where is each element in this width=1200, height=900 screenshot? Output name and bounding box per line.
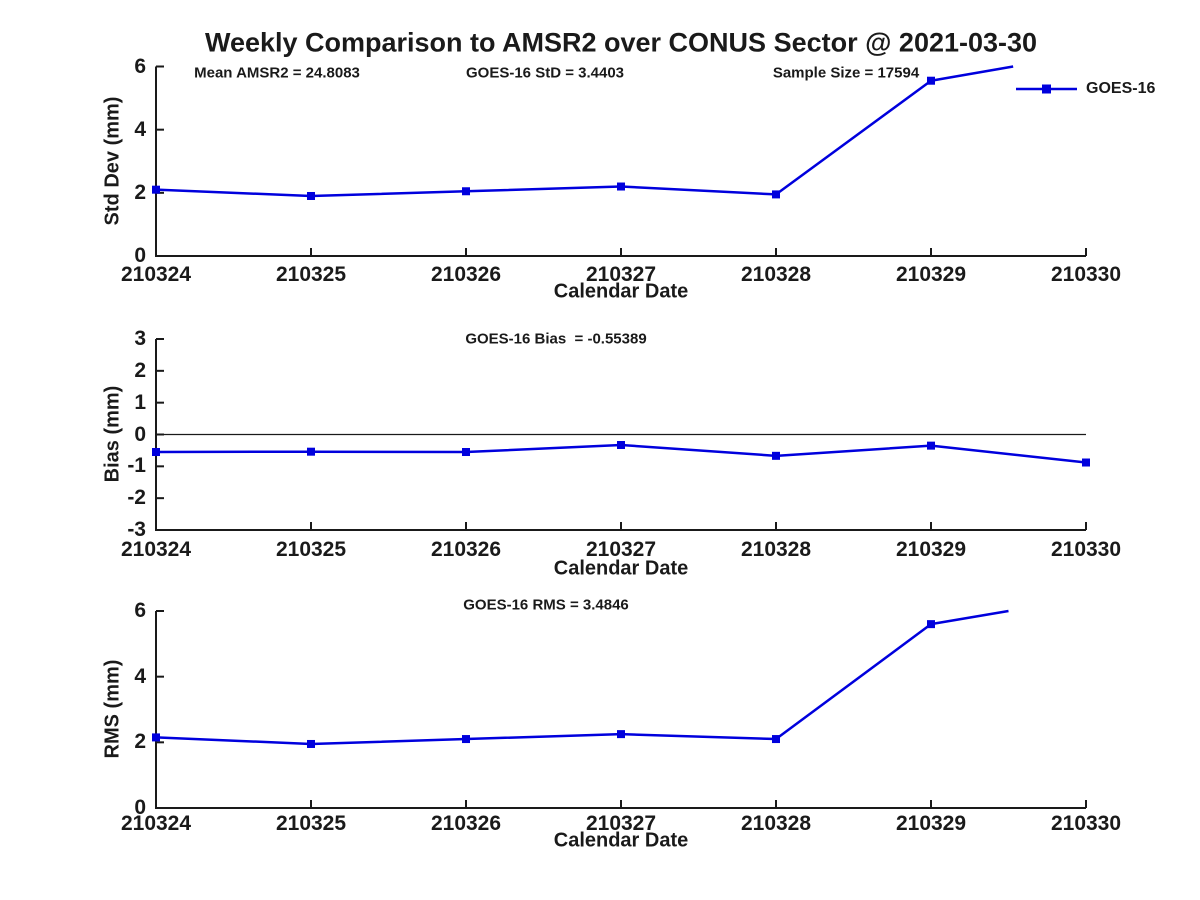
axis-spines-rms: [155, 611, 1086, 809]
legend-marker: [1042, 84, 1051, 94]
x-tick-label: 210324: [120, 262, 192, 286]
y-tick-label: 3: [134, 327, 146, 350]
data-marker: [152, 733, 160, 742]
x-tick-label: 210330: [1050, 812, 1122, 835]
x-tick-label: 210330: [1050, 538, 1122, 561]
annotation-rms: GOES-16 RMS = 3.4846: [463, 596, 629, 614]
x-tick-label: 210325: [275, 812, 347, 835]
data-marker: [617, 441, 625, 450]
axis-spines-std-dev: [155, 66, 1086, 257]
data-marker: [152, 448, 160, 457]
data-marker: [927, 441, 935, 450]
y-tick-label: -2: [127, 486, 146, 510]
x-tick-label: 210329: [895, 538, 967, 561]
x-tick-label: 210325: [275, 538, 347, 561]
data-marker: [617, 730, 625, 739]
x-tick-label: 210326: [430, 262, 502, 286]
x-tick-label: 210327: [585, 538, 657, 561]
y-tick-label: 4: [134, 664, 146, 688]
xlabel-calendar-date-1: Calendar Date: [553, 280, 689, 303]
data-marker: [772, 451, 780, 460]
x-tick-label: 210325: [275, 262, 347, 286]
y-tick-label: 0: [134, 796, 146, 819]
x-tick-label: 210327: [585, 812, 657, 835]
y-tick-label: 6: [134, 54, 146, 78]
y-tick-label: 0: [134, 244, 146, 267]
data-marker: [927, 620, 935, 629]
data-marker: [617, 182, 625, 191]
x-tick-label: 210328: [740, 812, 812, 835]
data-marker: [462, 187, 470, 196]
x-tick-label: 210324: [120, 812, 192, 835]
x-tick-label: 210329: [895, 262, 967, 286]
xlabel-calendar-date-3: Calendar Date: [553, 829, 689, 852]
y-tick-label: -3: [127, 518, 146, 541]
data-marker: [307, 447, 315, 456]
annotation-bias: GOES-16 Bias = -0.55389: [465, 330, 647, 348]
x-tick-label: 210326: [430, 538, 502, 561]
x-tick-label: 210326: [430, 812, 502, 835]
data-marker: [772, 190, 780, 199]
x-tick-label: 210328: [740, 538, 812, 561]
data-marker: [152, 185, 160, 194]
x-tick-label: 210329: [895, 812, 967, 835]
ylabel-bias: Bias (mm): [101, 385, 124, 483]
y-tick-label: 2: [134, 358, 146, 382]
annotation-std-dev: GOES-16 StD = 3.4403: [466, 64, 624, 82]
data-line-rms: [155, 609, 1009, 746]
ylabel-std-dev: Std Dev (mm): [101, 96, 124, 226]
y-tick-label: 1: [134, 390, 146, 414]
x-tick-label: 210328: [740, 262, 812, 286]
data-marker: [307, 739, 315, 748]
data-marker: [1082, 458, 1090, 467]
y-tick-label: 0: [134, 422, 146, 446]
data-marker: [772, 735, 780, 744]
ylabel-rms: RMS (mm): [101, 659, 124, 759]
data-marker: [307, 191, 315, 200]
data-line-std-dev: [155, 65, 1014, 198]
y-tick-label: 4: [134, 117, 146, 141]
data-marker: [927, 76, 935, 85]
annotation-std-dev: Sample Size = 17594: [772, 64, 920, 82]
data-marker: [462, 735, 470, 744]
chart-title: Weekly Comparison to AMSR2 over CONUS Se…: [204, 27, 1038, 58]
y-tick-label: 2: [134, 180, 146, 204]
y-tick-label: -1: [127, 454, 146, 478]
x-tick-label: 210327: [585, 262, 657, 286]
data-marker: [462, 448, 470, 457]
annotation-std-dev: Mean AMSR2 = 24.8083: [194, 64, 360, 82]
legend-label: GOES-16: [1086, 80, 1156, 97]
xlabel-calendar-date-2: Calendar Date: [553, 557, 689, 580]
y-tick-label: 6: [134, 599, 146, 622]
x-tick-label: 210324: [120, 538, 192, 561]
x-tick-label: 210330: [1050, 262, 1122, 286]
y-tick-label: 2: [134, 730, 146, 754]
